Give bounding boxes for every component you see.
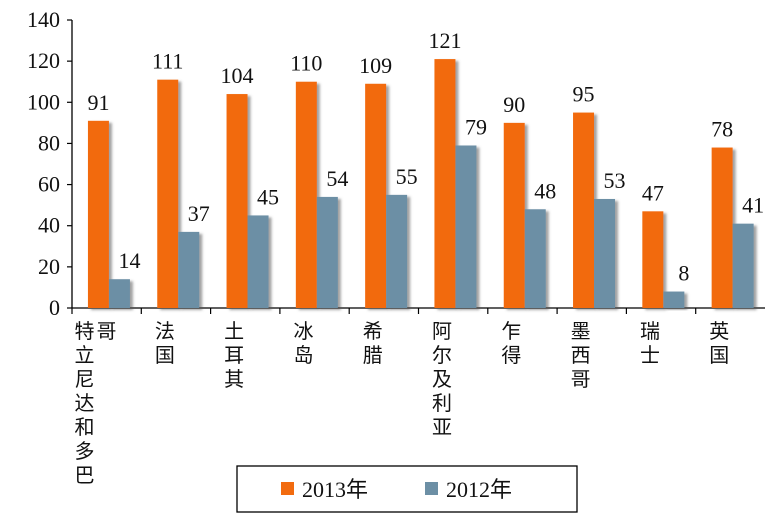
data-label-2013: 111 [152,49,183,74]
bar-2012 [594,198,616,308]
bar-2012 [247,215,269,308]
data-label-2013: 121 [428,28,461,53]
data-label-2012: 45 [257,184,279,209]
bar-2013 [573,112,595,308]
bar-2012 [663,291,685,308]
category-label: 阿尔及利亚 [432,320,452,439]
y-tick-label: 20 [38,254,60,279]
legend-swatch [425,482,438,495]
data-label-2013: 110 [290,51,322,76]
category-label: 法国 [155,320,175,367]
bars [87,59,754,309]
data-label-2012: 79 [465,114,487,139]
category-label: 土耳其 [224,320,244,391]
bar-2012 [732,223,754,308]
bar-2013 [642,211,664,308]
bar-2013 [365,83,387,309]
data-label-2013: 47 [642,180,664,205]
bar-2013 [226,94,248,308]
bar-2013 [503,122,525,308]
data-label-2013: 78 [711,117,733,142]
axes: 0 20 40 60 80 100 120 140 [27,7,765,320]
y-tick-label: 100 [27,89,60,114]
data-label-2013: 95 [573,82,595,107]
legend-label: 2013年 [302,477,368,502]
category-labels: 特立尼达和多巴哥 法国 土耳其 冰岛 希腊 阿尔及利亚 乍得 墨西哥 瑞士 英国 [75,320,730,487]
data-label-2013: 91 [87,90,109,115]
bar-2012 [178,231,200,308]
category-label: 希腊 [363,320,383,367]
y-tick-label: 60 [38,172,60,197]
bar-2012 [316,196,338,308]
bar-2012 [524,209,546,308]
y-tick-label: 120 [27,48,60,73]
data-label-2013: 90 [503,92,525,117]
data-label-2012: 55 [396,164,418,189]
bar-2013 [157,79,179,309]
bar-2013 [434,59,456,309]
bar-2012 [108,279,130,308]
category-label: 墨西哥 [571,321,591,391]
y-tick-label: 0 [49,295,60,320]
bar-2012 [386,194,408,308]
category-label: 特立尼达和多巴哥 [75,320,117,487]
legend-label: 2012年 [446,477,512,502]
y-tick-label: 140 [27,7,60,32]
data-label-2012: 54 [326,166,348,191]
data-labels: 91 14 111 37 104 45 110 54 109 55 121 79 90 48 95 53 47 8… [87,28,764,285]
data-label-2012: 14 [118,248,140,273]
bar-2013 [295,81,317,308]
bar-2013 [711,147,733,308]
legend-swatch [281,482,294,495]
category-label: 冰岛 [293,320,313,367]
bar-2012 [455,145,477,308]
data-label-2012: 8 [678,261,689,286]
data-label-2013: 104 [221,63,254,88]
category-label: 瑞士 [640,320,660,367]
y-tick-label: 40 [38,213,60,238]
bar-2013 [87,120,109,308]
category-label: 乍得 [501,320,521,367]
y-tick-label: 80 [38,130,60,155]
category-label: 英国 [709,320,729,367]
data-label-2012: 48 [534,178,556,203]
legend: 2013年 2012年 [236,465,578,513]
data-label-2012: 41 [742,193,764,218]
data-label-2012: 37 [188,201,210,226]
data-label-2012: 53 [604,168,626,193]
data-label-2013: 109 [359,53,392,78]
